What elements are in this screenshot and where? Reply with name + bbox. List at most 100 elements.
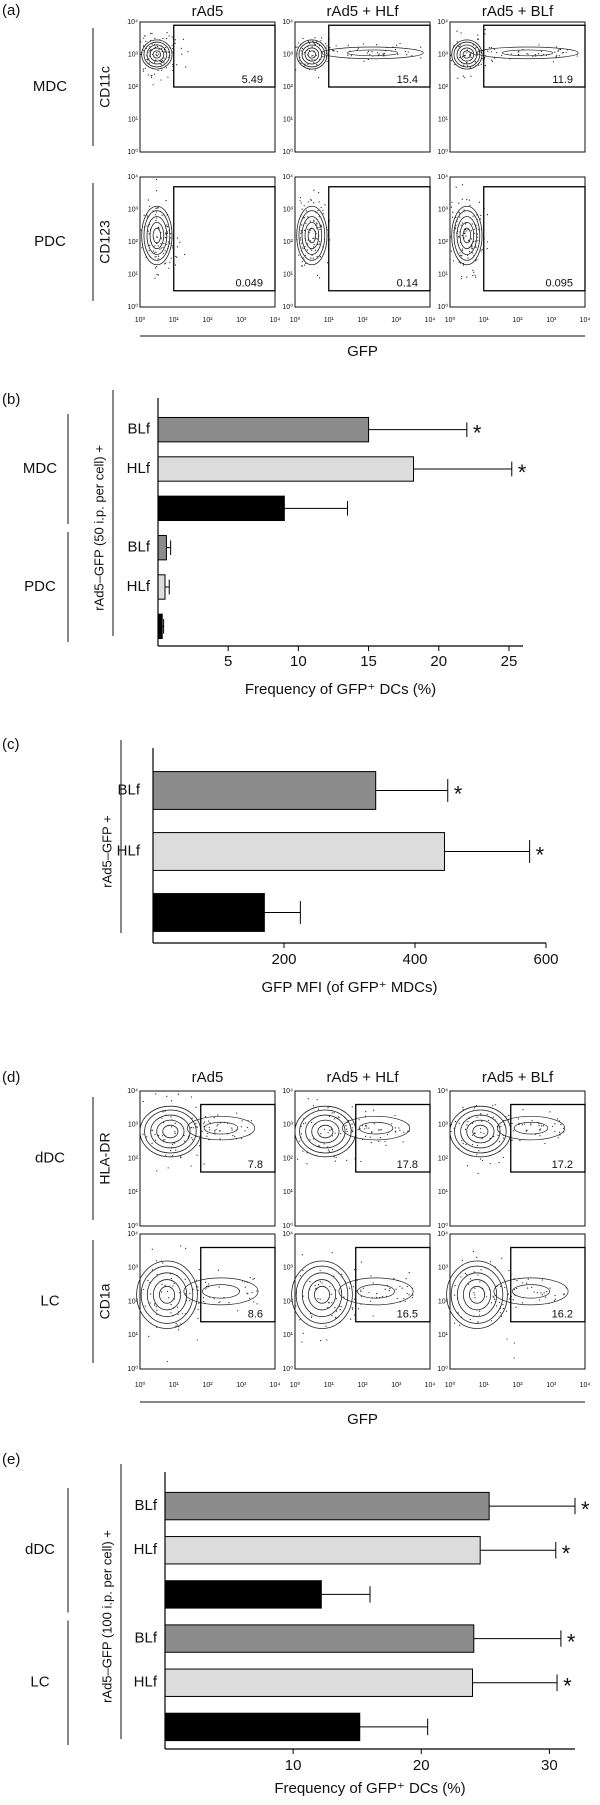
event-dot xyxy=(148,233,150,235)
gate xyxy=(200,1246,276,1323)
event-dot xyxy=(544,1142,546,1145)
event-dot xyxy=(505,1310,507,1312)
event-dot xyxy=(521,1302,524,1304)
event-dot xyxy=(240,1126,242,1128)
event-dot xyxy=(458,1122,460,1124)
gate-value: 16.2 xyxy=(552,1309,573,1321)
y-tick-label: 10¹ xyxy=(283,1332,294,1339)
event-dot xyxy=(331,1148,334,1151)
event-dot xyxy=(459,57,461,59)
category-label: BLf xyxy=(134,1497,157,1514)
event-dot xyxy=(240,1137,242,1139)
event-dot xyxy=(246,1126,249,1129)
event-dot xyxy=(144,67,146,69)
event-dot xyxy=(244,1286,246,1288)
event-dot xyxy=(384,1288,386,1290)
event-dot xyxy=(191,1117,193,1119)
event-dot xyxy=(202,1297,205,1299)
event-dot xyxy=(174,264,177,266)
event-dot xyxy=(544,1296,547,1298)
contour xyxy=(152,50,162,59)
event-dot xyxy=(378,1140,380,1142)
gate xyxy=(483,186,586,292)
event-dot xyxy=(462,56,464,58)
event-dot xyxy=(307,46,309,48)
event-dot xyxy=(367,58,369,61)
event-dot xyxy=(316,222,318,224)
event-dot xyxy=(465,1143,467,1146)
event-dot xyxy=(231,1127,233,1129)
event-dot xyxy=(320,37,323,39)
significance: * xyxy=(473,420,482,445)
y-tick-label: 10⁰ xyxy=(282,148,293,156)
event-dot xyxy=(460,32,462,34)
event-dot xyxy=(369,53,371,56)
event-dot xyxy=(351,1129,353,1131)
event-dot xyxy=(373,1123,375,1125)
error-bar xyxy=(321,1586,371,1603)
y-tick-label: 10³ xyxy=(283,1122,294,1129)
event-dot xyxy=(479,218,482,220)
event-dot xyxy=(319,228,321,231)
event-dot xyxy=(154,214,157,216)
y-tick-label: 10² xyxy=(128,239,139,246)
event-dot xyxy=(320,1133,322,1135)
event-dot xyxy=(552,1125,554,1127)
event-dot xyxy=(459,1324,461,1326)
event-dot xyxy=(216,1125,218,1127)
x-tick-label: 600 xyxy=(533,951,558,968)
gate-value: 11.9 xyxy=(552,74,573,86)
event-dot xyxy=(463,55,465,57)
y-tick-label: 10⁴ xyxy=(127,1231,138,1238)
event-dot xyxy=(154,1133,156,1135)
event-dot xyxy=(305,210,308,212)
event-dot xyxy=(156,1170,158,1172)
event-dot xyxy=(461,184,464,186)
event-dot xyxy=(299,200,301,202)
event-dot xyxy=(358,1119,360,1121)
event-dot xyxy=(540,1125,543,1127)
event-dot xyxy=(461,248,463,250)
event-dot xyxy=(172,63,174,65)
event-dot xyxy=(142,45,145,47)
event-dot xyxy=(309,240,312,242)
y-tick-label: 10³ xyxy=(283,1265,294,1272)
event-dot xyxy=(149,244,151,246)
event-dot xyxy=(183,253,186,256)
event-dot xyxy=(340,1306,342,1308)
event-dot xyxy=(531,1286,533,1288)
contour xyxy=(446,1260,508,1329)
event-dot xyxy=(157,207,160,209)
event-dot xyxy=(354,1268,356,1271)
event-dot xyxy=(313,189,315,191)
y-tick-label: 10⁴ xyxy=(127,174,138,181)
event-dot xyxy=(562,1294,565,1296)
event-dot xyxy=(501,54,503,57)
y-tick-label: 10³ xyxy=(128,51,139,58)
event-dot xyxy=(191,1139,194,1141)
event-dot xyxy=(473,1271,475,1273)
event-dot xyxy=(500,1125,502,1128)
plot-frame xyxy=(449,1233,586,1370)
contour xyxy=(321,46,424,60)
contour xyxy=(143,210,171,261)
event-dot xyxy=(474,1297,476,1299)
event-dot xyxy=(327,1106,329,1109)
y-tick-label: 10² xyxy=(283,239,294,246)
event-dot xyxy=(171,245,173,247)
event-dot xyxy=(396,1297,398,1300)
event-dot xyxy=(508,1298,511,1300)
event-dot xyxy=(468,1283,470,1285)
event-dot xyxy=(253,1301,255,1303)
event-dot xyxy=(517,53,519,56)
event-dot xyxy=(408,1294,410,1296)
event-dot xyxy=(190,1096,193,1098)
event-dot xyxy=(158,1135,160,1137)
event-dot xyxy=(462,75,464,77)
event-dot xyxy=(155,251,157,253)
y-tick-label: 10² xyxy=(283,1155,294,1162)
event-dot xyxy=(467,65,469,67)
event-dot xyxy=(411,55,413,57)
event-dot xyxy=(299,196,301,199)
event-dot xyxy=(379,1136,382,1139)
